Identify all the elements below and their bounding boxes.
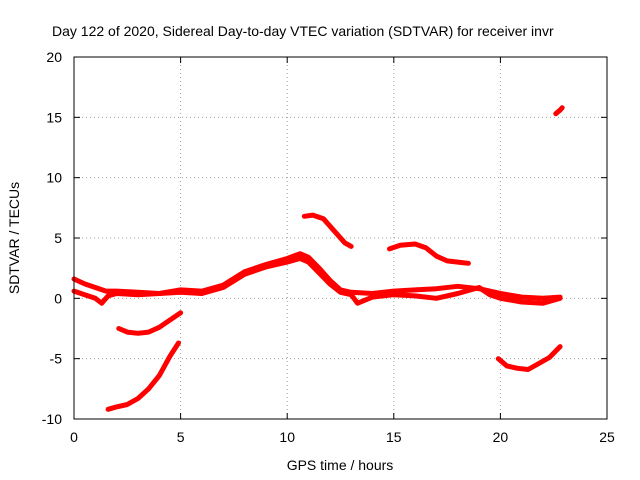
y-tick-label: -10	[42, 411, 62, 427]
series-arc-1h-low	[105, 340, 181, 412]
series-upper-arc-11h	[301, 212, 354, 249]
y-tick-label: 20	[46, 49, 62, 65]
chart-title: Day 122 of 2020, Sidereal Day-to-day VTE…	[52, 23, 554, 39]
x-tick-label: 0	[70, 429, 78, 445]
x-tick-label: 10	[279, 429, 295, 445]
x-tick-label: 25	[599, 429, 615, 445]
x-tick-label: 5	[177, 429, 185, 445]
series-upper-arc-15h	[387, 241, 471, 266]
series-arc-20h-negative	[495, 344, 563, 372]
series-main-band-b	[71, 256, 563, 306]
plot-frame	[73, 56, 608, 420]
series-arc-2h-negative	[116, 310, 184, 336]
y-tick-label: 10	[46, 170, 62, 186]
series-layer	[71, 105, 565, 412]
y-tick-label: 15	[46, 109, 62, 125]
y-tick-label: 5	[54, 230, 62, 246]
y-axis-label: SDTVAR / TECUs	[6, 182, 22, 294]
y-tick-label: 0	[54, 290, 62, 306]
y-tick-label: -5	[50, 351, 63, 367]
x-tick-label: 20	[493, 429, 509, 445]
tick-layer: 0 5 10 15 20 25 -10 -5 0 5 10 15 20	[42, 49, 615, 445]
series-arc-23h-high	[553, 105, 565, 117]
x-axis-label: GPS time / hours	[287, 457, 394, 473]
x-tick-label: 15	[386, 429, 402, 445]
